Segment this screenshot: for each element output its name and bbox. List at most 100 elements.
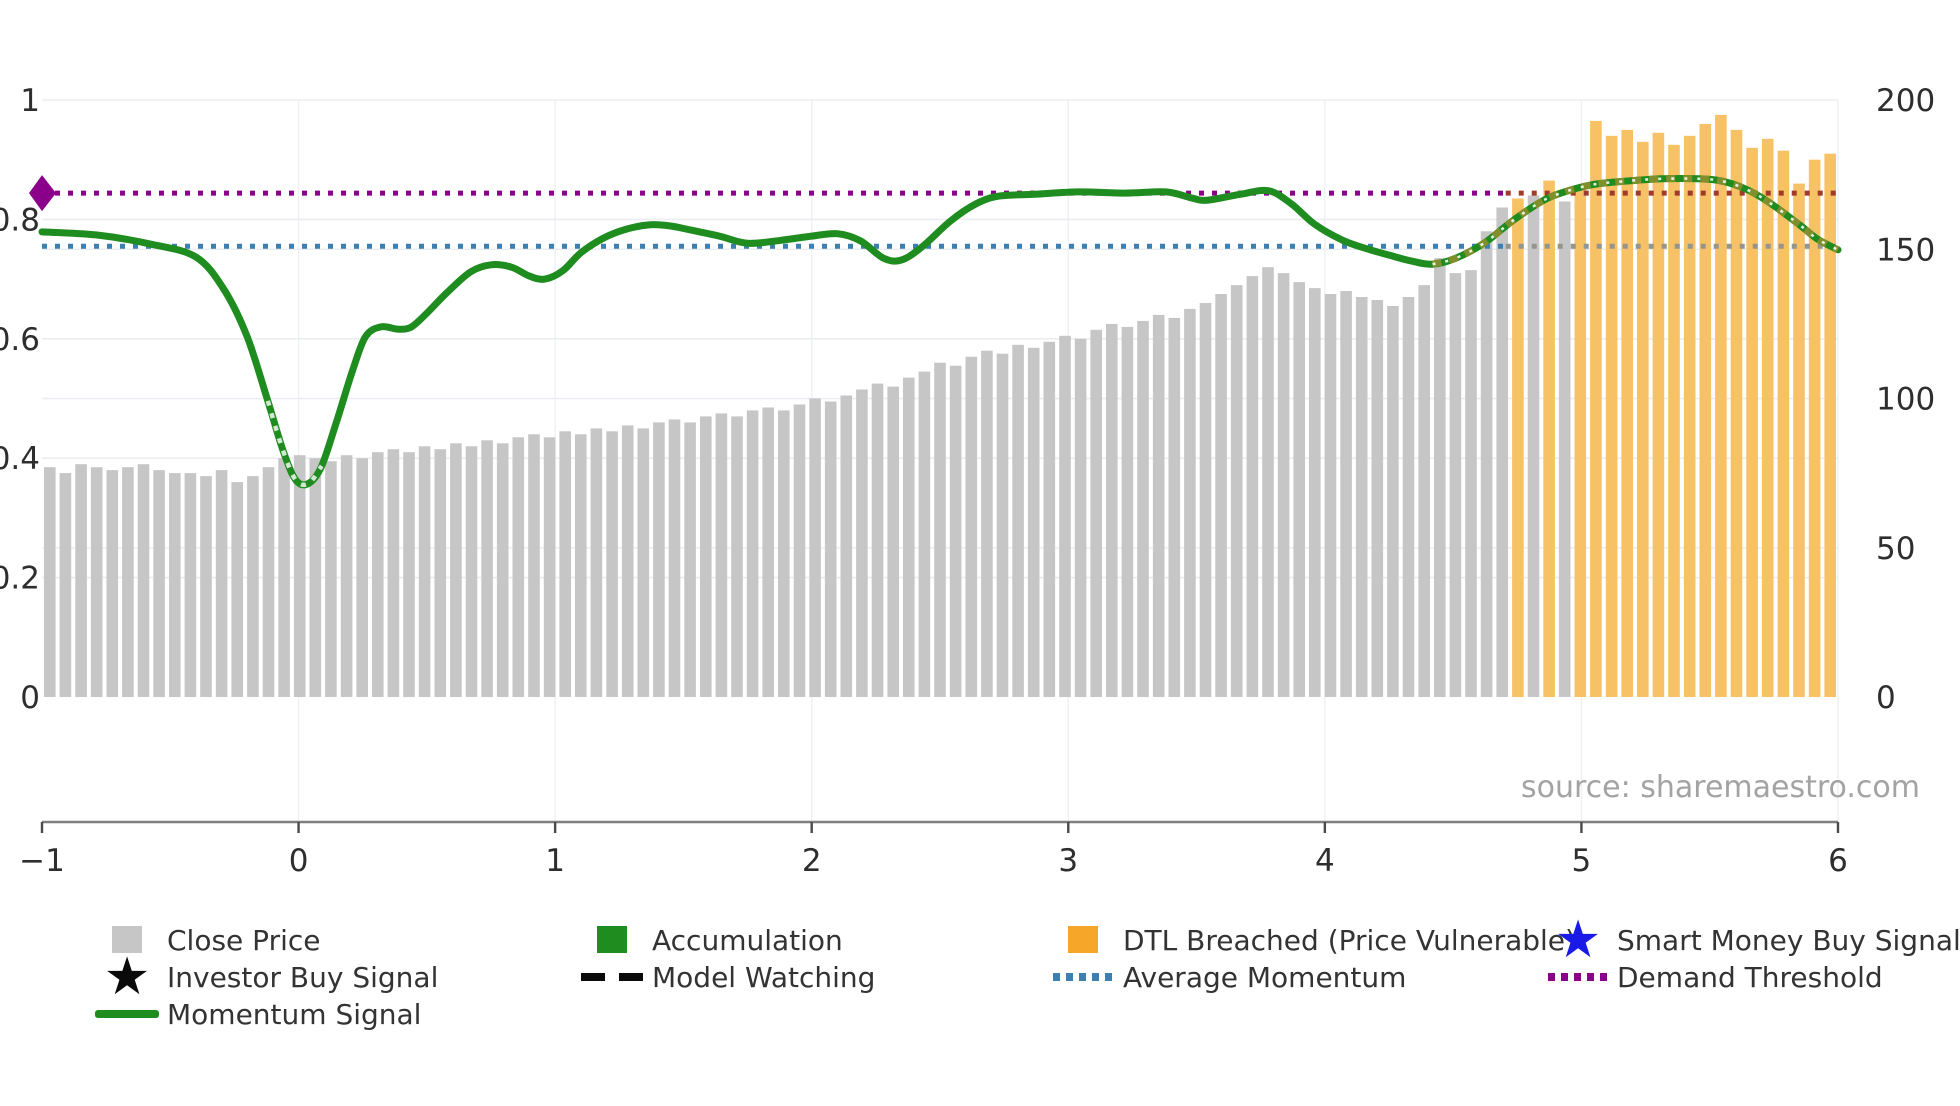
legend-item-model-watching: Model Watching — [581, 961, 875, 994]
legend-item-average-momentum: Average Momentum — [1053, 961, 1406, 994]
price-bar — [1402, 297, 1415, 697]
price-bar — [1558, 201, 1571, 697]
price-bar — [1652, 132, 1665, 698]
price-bar — [481, 440, 493, 697]
price-bar — [465, 446, 478, 697]
legend-label: Demand Threshold — [1617, 961, 1883, 994]
price-bar — [1590, 120, 1602, 697]
investor-buy-marker — [29, 175, 56, 212]
source-text: source: sharemaestro.com — [1521, 770, 1920, 805]
right-axis-tick-label: 150 — [1876, 232, 1935, 268]
legend: Close Price ★ Investor Buy Signal Momentum … — [95, 910, 1960, 1031]
price-bar — [731, 416, 743, 697]
left-axis-tick-label: 0.2 — [0, 561, 40, 597]
legend-item-close-price: Close Price — [112, 924, 320, 957]
price-bar — [1496, 207, 1508, 697]
price-bar — [1230, 285, 1243, 697]
price-bar — [887, 386, 899, 697]
price-bar — [824, 401, 837, 697]
price-bar — [403, 452, 415, 697]
x-tick-label: 1 — [545, 843, 565, 879]
price-bar — [1746, 147, 1758, 698]
price-bar — [1480, 231, 1493, 698]
price-bar — [1355, 297, 1368, 697]
price-bar — [153, 470, 165, 697]
price-bar — [1449, 273, 1462, 697]
accumulation-swatch-icon — [597, 926, 627, 953]
price-bar — [856, 389, 868, 697]
legend-label: Model Watching — [652, 961, 875, 994]
price-bar — [1808, 159, 1821, 697]
price-bar — [1152, 314, 1165, 697]
price-bar — [122, 467, 134, 697]
price-bar — [1605, 135, 1618, 698]
price-bar — [309, 458, 322, 697]
x-tick-label: 5 — [1572, 843, 1592, 879]
investor-buy-signal-star-icon: ★ — [104, 947, 151, 1007]
price-bar — [450, 443, 462, 697]
price-bar — [606, 431, 618, 697]
legend-item-demand-threshold: Demand Threshold — [1548, 961, 1883, 994]
demand-threshold-dots-icon — [1587, 973, 1594, 981]
price-bar — [1418, 285, 1430, 697]
price-bar — [949, 365, 962, 697]
price-bar — [1824, 153, 1836, 697]
price-bar — [1574, 186, 1587, 697]
price-bars — [44, 114, 1836, 698]
price-bar — [262, 467, 275, 697]
price-bar — [169, 473, 181, 697]
price-bar — [1668, 144, 1680, 698]
price-bar — [762, 407, 774, 697]
price-bar — [1683, 135, 1696, 698]
price-bar — [1199, 303, 1212, 697]
price-bar — [1434, 258, 1446, 697]
price-bar — [1324, 294, 1337, 697]
left-axis-tick-label: 0.6 — [0, 322, 40, 358]
axes: −1 0 1 2 3 4 5 6 0 0.2 0.4 0.6 0.8 1 0 50 100 150 200 — [0, 83, 1935, 879]
price-bar — [278, 458, 290, 697]
price-bar — [247, 476, 259, 697]
price-bar — [1246, 276, 1259, 697]
close-price-swatch-icon — [112, 926, 142, 953]
legend-item-dtl-breached: DTL Breached (Price Vulnerable) — [1068, 924, 1576, 957]
x-tick-label: 3 — [1058, 843, 1078, 879]
price-bar — [1168, 317, 1181, 697]
price-bar — [1793, 183, 1805, 698]
price-bar — [231, 482, 243, 697]
price-bar — [793, 404, 806, 697]
price-bar — [934, 362, 946, 697]
price-bar — [528, 434, 540, 697]
demand-threshold-dots-icon — [1548, 973, 1555, 981]
price-bar — [684, 422, 696, 697]
price-bar — [590, 428, 603, 697]
price-bar — [434, 449, 447, 697]
right-axis-tick-label: 0 — [1876, 680, 1896, 716]
price-bar — [1027, 347, 1040, 697]
signal-lines — [29, 175, 1842, 489]
price-bar — [325, 461, 337, 697]
price-bar — [1761, 138, 1774, 698]
price-bar — [746, 410, 759, 697]
legend-item-momentum-signal: Momentum Signal — [95, 998, 421, 1031]
price-bar — [965, 356, 978, 697]
price-bar — [44, 467, 56, 697]
price-bar — [981, 350, 993, 697]
demand-threshold-dots-icon — [1561, 973, 1568, 981]
price-bar — [1215, 294, 1227, 697]
price-bar — [653, 422, 665, 697]
x-tick-label: 2 — [802, 843, 822, 879]
legend-label: Close Price — [167, 924, 320, 957]
price-bar — [840, 395, 853, 697]
price-bar — [59, 473, 72, 697]
price-bar — [1043, 341, 1056, 697]
price-bar — [668, 419, 681, 697]
price-bar — [418, 446, 431, 697]
price-bar — [1340, 291, 1352, 697]
price-bar — [1309, 288, 1321, 697]
x-tick-label: 0 — [289, 843, 309, 879]
price-bar — [356, 458, 368, 697]
price-bar — [918, 371, 931, 697]
price-bar — [106, 470, 119, 697]
legend-item-investor-buy-signal: ★ Investor Buy Signal — [104, 947, 439, 1007]
